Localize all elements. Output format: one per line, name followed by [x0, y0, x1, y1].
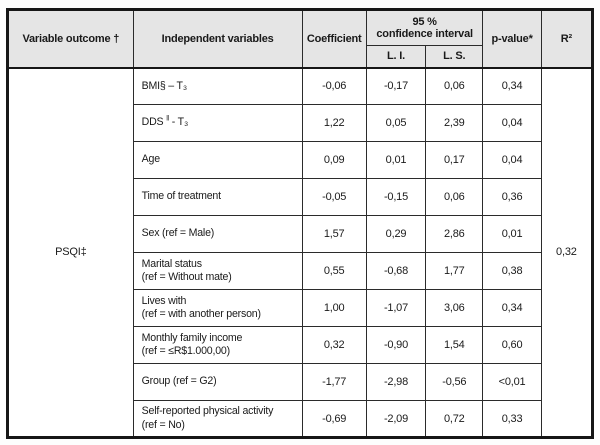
variable-label: Lives with (ref = with another person) — [132, 289, 303, 327]
ci-lower-value: -0,90 — [365, 326, 427, 364]
coefficient-value: 1,22 — [301, 104, 367, 142]
variable-label-line2: (ref = No) — [141, 418, 185, 431]
ci-lower-value: -2,09 — [365, 400, 427, 438]
ci-title-line1: 95 % — [412, 16, 437, 28]
table-row: Group (ref = G2) -1,77 -2,98 -0,56 <0,01 — [8, 363, 593, 401]
p-value: 0,33 — [482, 400, 542, 438]
header-p-value: p-value* — [482, 9, 542, 68]
variable-label: Group (ref = G2) — [132, 363, 303, 401]
header-coefficient: Coefficient — [301, 9, 367, 68]
p-value: 0,04 — [482, 104, 542, 142]
p-value: 0,38 — [482, 252, 542, 290]
header-ci-upper: L. S. — [425, 45, 484, 68]
variable-label-line1: Lives with — [141, 294, 187, 307]
table-row: Monthly family income (ref = ≤R$1.000,00… — [8, 326, 593, 364]
regression-results-table: Variable outcome † Independent variables… — [6, 8, 594, 439]
variable-label-text: - T₃ — [169, 116, 189, 129]
ci-upper-value: -0,56 — [425, 363, 484, 401]
ci-upper-value: 2,39 — [425, 104, 484, 142]
ci-lower-value: -0,68 — [365, 252, 427, 290]
ci-lower-value: -0,15 — [365, 178, 427, 216]
ci-lower-value: 0,29 — [365, 215, 427, 253]
variable-label: Monthly family income (ref = ≤R$1.000,00… — [132, 326, 303, 364]
header-independent-variables: Independent variables — [132, 9, 303, 68]
ci-upper-value: 2,86 — [425, 215, 484, 253]
outcome-label: PSQI‡ — [7, 67, 134, 438]
ci-lower-value: -1,07 — [365, 289, 427, 327]
variable-label-text: DDS — [141, 116, 167, 129]
ci-upper-value: 0,72 — [425, 400, 484, 438]
variable-label: BMI§ – T₃ — [132, 67, 303, 105]
ci-upper-value: 0,17 — [425, 141, 484, 179]
coefficient-value: 0,32 — [301, 326, 367, 364]
ci-lower-value: 0,05 — [365, 104, 427, 142]
p-value: 0,34 — [482, 289, 542, 327]
variable-label-line2: (ref = with another person) — [141, 308, 261, 320]
header-variable-outcome: Variable outcome † — [7, 9, 134, 68]
variable-label: DDS ‖ - T₃ — [132, 104, 303, 142]
p-value: 0,34 — [482, 67, 542, 105]
p-value: 0,36 — [482, 178, 542, 216]
coefficient-value: 1,57 — [301, 215, 367, 253]
ci-upper-value: 3,06 — [425, 289, 484, 327]
variable-label: Age — [132, 141, 303, 179]
ci-upper-value: 0,06 — [425, 67, 484, 105]
p-value: 0,01 — [482, 215, 542, 253]
table-row: Self-reported physical activity (ref = N… — [8, 400, 593, 438]
coefficient-value: -0,06 — [301, 67, 367, 105]
table-row: Age 0,09 0,01 0,17 0,04 — [8, 141, 593, 179]
footnote-mark: ‖ — [166, 113, 170, 123]
variable-label-line2: (ref = Without mate) — [141, 271, 232, 283]
coefficient-value: 1,00 — [301, 289, 367, 327]
ci-lower-value: 0,01 — [365, 141, 427, 179]
variable-label-line1: Monthly family income — [141, 331, 243, 344]
table-row: Time of treatment -0,05 -0,15 0,06 0,36 — [8, 178, 593, 216]
table-header: Variable outcome † Independent variables… — [7, 9, 594, 68]
table-body: PSQI‡ BMI§ – T₃ -0,06 -0,17 0,06 0,34 0,… — [7, 67, 594, 438]
header-ci-lower: L. I. — [365, 45, 427, 68]
coefficient-value: 0,09 — [301, 141, 367, 179]
variable-label: Marital status (ref = Without mate) — [132, 252, 303, 290]
ci-title-line2: confidence interval — [376, 28, 473, 40]
coefficient-value: -0,69 — [301, 400, 367, 438]
header-r-squared: R² — [540, 9, 594, 68]
r-squared-value: 0,32 — [540, 67, 594, 438]
variable-label-line1: Marital status — [141, 257, 202, 270]
variable-label: Time of treatment — [132, 178, 303, 216]
coefficient-value: 0,55 — [301, 252, 367, 290]
table-row: PSQI‡ BMI§ – T₃ -0,06 -0,17 0,06 0,34 0,… — [7, 67, 594, 438]
coefficient-value: -1,77 — [301, 363, 367, 401]
ci-upper-value: 1,54 — [425, 326, 484, 364]
variable-label-line1: Self-reported physical activity — [141, 405, 274, 418]
ci-upper-value: 1,77 — [425, 252, 484, 290]
variable-label-line2: (ref = ≤R$1.000,00) — [141, 345, 230, 357]
ci-lower-value: -2,98 — [365, 363, 427, 401]
variable-label: Self-reported physical activity (ref = N… — [132, 400, 303, 438]
variable-label: Sex (ref = Male) — [132, 215, 303, 253]
table-row: Lives with (ref = with another person) 1… — [8, 289, 593, 327]
coefficient-value: -0,05 — [301, 178, 367, 216]
table-row: Marital status (ref = Without mate) 0,55… — [8, 252, 593, 290]
p-value: <0,01 — [482, 363, 542, 401]
ci-upper-value: 0,06 — [425, 178, 484, 216]
p-value: 0,04 — [482, 141, 542, 179]
table-row: DDS ‖ - T₃ 1,22 0,05 2,39 0,04 — [8, 104, 593, 142]
ci-lower-value: -0,17 — [365, 67, 427, 105]
p-value: 0,60 — [482, 326, 542, 364]
header-confidence-interval: 95 % confidence interval — [365, 9, 484, 46]
